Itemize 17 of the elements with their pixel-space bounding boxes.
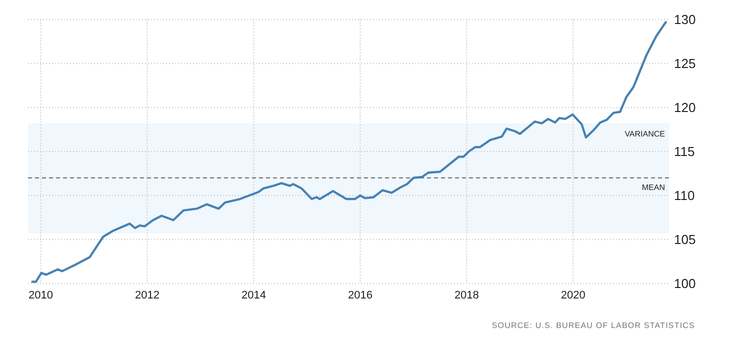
ref-line-label: MEAN: [642, 182, 666, 192]
y-tick-label: 120: [674, 100, 696, 116]
x-tick-label: 2018: [454, 290, 479, 302]
y-tick-label: 100: [674, 276, 696, 292]
x-tick-label: 2014: [241, 290, 266, 302]
x-tick-label: 2016: [348, 290, 372, 302]
band-label: VARIANCE: [624, 129, 665, 138]
y-tick-label: 125: [674, 56, 696, 72]
line-series: [31, 21, 667, 283]
y-tick-label: 115: [674, 144, 695, 160]
y-tick-label: 110: [674, 188, 695, 204]
y-tick-label: 130: [674, 12, 696, 28]
x-tick-label: 2020: [560, 290, 586, 302]
x-tick-label: 2012: [135, 290, 160, 302]
x-tick-label: 2010: [28, 290, 54, 302]
y-tick-label: 105: [674, 232, 696, 248]
source-note: SOURCE: U.S. BUREAU OF LABOR STATISTICS: [492, 321, 695, 330]
